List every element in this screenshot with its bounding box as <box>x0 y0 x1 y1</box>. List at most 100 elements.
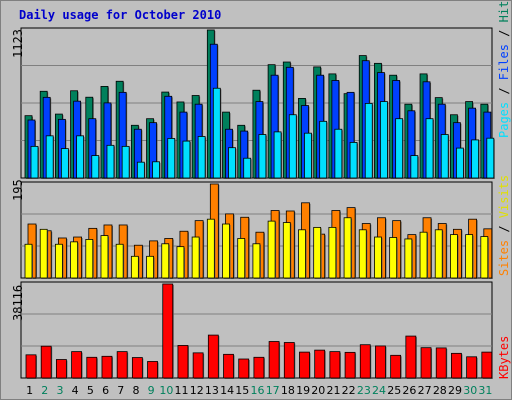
visits-bar <box>39 228 48 279</box>
kbytes-bar <box>101 355 113 379</box>
visits-bar <box>434 229 443 279</box>
kbytes-bar <box>375 345 386 379</box>
kbytes-bar <box>405 335 417 379</box>
visits-bar <box>176 246 185 279</box>
kbytes-bar <box>40 345 52 379</box>
pages-bar <box>334 128 343 179</box>
pages-bar <box>91 155 100 179</box>
pages-bar <box>228 147 236 179</box>
visits-bar <box>54 243 63 279</box>
pages-bar <box>76 135 84 179</box>
visits-bar <box>404 238 413 279</box>
day-tick-label: 14 <box>220 384 234 397</box>
kbytes-bar <box>253 356 265 379</box>
day-tick-label: 13 <box>205 384 219 397</box>
day-tick-label: 15 <box>235 384 249 397</box>
visits-bar <box>24 243 33 279</box>
kbytes-bar <box>223 353 234 379</box>
kbytes-bar <box>329 351 341 379</box>
visits-bar <box>282 222 291 279</box>
pages-bar <box>136 161 145 179</box>
kbytes-bar <box>86 356 98 379</box>
kbytes-bar <box>481 351 493 379</box>
legend-sep-1: / <box>497 80 511 102</box>
day-tick-label: 23 <box>357 384 371 397</box>
visits-bar <box>206 218 215 279</box>
visits-bar <box>465 234 474 279</box>
kbytes-bar <box>299 351 310 379</box>
kbytes-bar <box>162 283 174 379</box>
visits-bar <box>358 229 367 279</box>
visits-bar <box>115 243 124 279</box>
day-tick-label: 31 <box>478 384 492 397</box>
day-tick-label: 28 <box>433 384 447 397</box>
visits-bar <box>161 243 170 279</box>
pages-bar <box>349 142 358 179</box>
kbytes-bar <box>71 351 82 379</box>
pages-bar <box>456 147 464 179</box>
pages-bar <box>471 139 480 179</box>
kbytes-bar <box>390 354 402 379</box>
day-tick-label: 20 <box>311 384 325 397</box>
kbytes-bar <box>25 354 37 379</box>
kbytes-bar <box>131 357 143 379</box>
day-tick-label: 24 <box>372 384 386 397</box>
visits-bar <box>191 236 200 279</box>
day-tick-label: 12 <box>190 384 204 397</box>
day-tick-label: 29 <box>448 384 462 397</box>
day-tick-label: 27 <box>418 384 432 397</box>
visits-bar <box>222 223 230 279</box>
visits-bar <box>252 243 261 279</box>
day-tick-label: 16 <box>251 384 265 397</box>
day-tick-label: 5 <box>87 384 94 397</box>
pages-bar <box>167 138 176 179</box>
day-tick-label: 18 <box>281 384 295 397</box>
pages-bar <box>45 135 54 179</box>
day-tick-label: 9 <box>148 384 155 397</box>
kbytes-bar <box>435 347 447 379</box>
visits-bar <box>328 226 337 279</box>
pages-bar <box>30 145 39 179</box>
visits-bar <box>298 229 306 279</box>
pages-bar <box>288 114 297 179</box>
legend-sites: Sites <box>497 239 511 276</box>
ymax-label-panel-2: 195 <box>11 179 25 201</box>
ymax-label-panel-1: 1123 <box>11 29 25 58</box>
day-tick-label: 11 <box>175 384 189 397</box>
day-tick-label: 8 <box>132 384 139 397</box>
legend-sites-visits: Sites / Visits <box>497 175 511 276</box>
day-tick-label: 22 <box>342 384 356 397</box>
kbytes-bar <box>116 351 128 379</box>
day-tick-label: 19 <box>296 384 310 397</box>
visits-bar <box>130 255 139 279</box>
day-tick-label: 26 <box>402 384 416 397</box>
pages-bar <box>152 161 160 179</box>
day-tick-label: 3 <box>56 384 63 397</box>
pages-bar <box>380 101 388 179</box>
visits-bar <box>100 235 109 279</box>
chart-title: Daily usage for October 2010 <box>19 8 222 22</box>
visits-bar <box>450 234 458 279</box>
day-tick-label: 17 <box>266 384 280 397</box>
kbytes-bar <box>466 356 478 379</box>
kbytes-bar <box>314 349 326 379</box>
day-tick-label: 7 <box>117 384 124 397</box>
legend-sep-2: / <box>497 22 511 45</box>
kbytes-bar <box>177 345 189 379</box>
pages-bar <box>243 157 252 179</box>
day-tick-label: 6 <box>102 384 109 397</box>
day-tick-label: 1 <box>26 384 33 397</box>
pages-bar <box>182 140 191 179</box>
kbytes-bar <box>344 351 356 379</box>
visits-bar <box>85 239 94 279</box>
day-tick-label: 25 <box>387 384 401 397</box>
pages-bar <box>486 137 495 179</box>
day-tick-label: 30 <box>463 384 477 397</box>
legend-kbytes-label: KBytes <box>497 335 511 379</box>
day-tick-label: 2 <box>41 384 48 397</box>
kbytes-bar <box>147 361 158 379</box>
pages-bar <box>212 87 221 179</box>
day-tick-label: 10 <box>159 384 173 397</box>
pages-bar <box>197 136 206 179</box>
legend-pages: Pages <box>497 101 511 138</box>
